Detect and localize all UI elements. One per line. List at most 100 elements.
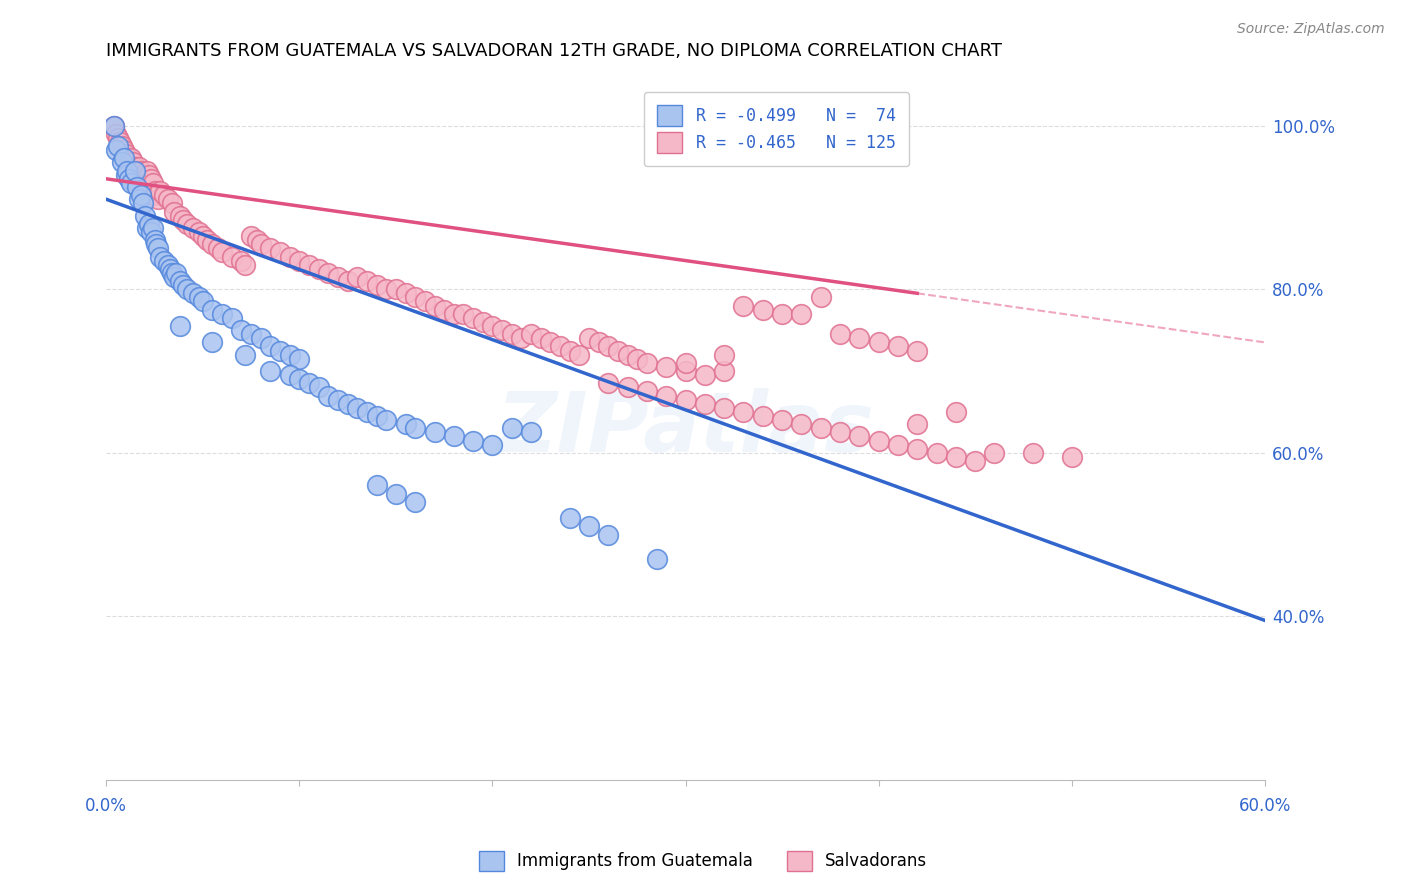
Point [165, 266, 187, 280]
Point [790, 417, 813, 432]
Point [453, 307, 475, 321]
Point [122, 155, 145, 169]
Point [118, 171, 141, 186]
Point [316, 388, 339, 402]
Point [626, 351, 648, 366]
Point [828, 327, 851, 342]
Point [308, 380, 330, 394]
Point [117, 163, 139, 178]
Point [157, 192, 180, 206]
Point [169, 209, 191, 223]
Point [278, 348, 301, 362]
Point [713, 348, 735, 362]
Point [120, 176, 142, 190]
Point [655, 359, 678, 374]
Point [114, 168, 136, 182]
Point [142, 176, 165, 190]
Point [548, 339, 571, 353]
Point [598, 527, 620, 541]
Point [249, 237, 271, 252]
Point [1022, 446, 1045, 460]
Point [366, 409, 388, 423]
Point [905, 343, 928, 358]
Point [645, 552, 668, 566]
Point [160, 266, 183, 280]
Point [481, 437, 503, 451]
Point [128, 160, 150, 174]
Point [278, 368, 301, 383]
Point [111, 155, 134, 169]
Point [221, 250, 243, 264]
Point [145, 188, 167, 202]
Point [246, 233, 269, 247]
Point [481, 318, 503, 333]
Point [128, 192, 150, 206]
Point [433, 302, 456, 317]
Point [404, 421, 426, 435]
Point [326, 269, 349, 284]
Point [138, 217, 160, 231]
Point [356, 405, 378, 419]
Point [103, 119, 125, 133]
Point [135, 220, 157, 235]
Point [616, 348, 638, 362]
Point [752, 302, 775, 317]
Point [598, 376, 620, 391]
Point [326, 392, 349, 407]
Point [655, 388, 678, 402]
Point [114, 147, 136, 161]
Point [308, 261, 330, 276]
Point [112, 152, 135, 166]
Point [104, 127, 127, 141]
Point [191, 294, 214, 309]
Point [423, 299, 446, 313]
Point [160, 196, 183, 211]
Point [143, 233, 166, 247]
Point [127, 163, 149, 178]
Point [346, 401, 368, 415]
Point [471, 315, 494, 329]
Point [118, 155, 141, 169]
Point [149, 250, 172, 264]
Point [510, 331, 533, 345]
Point [404, 495, 426, 509]
Point [491, 323, 513, 337]
Point [107, 131, 129, 145]
Point [868, 335, 890, 350]
Point [138, 168, 160, 182]
Point [176, 217, 198, 231]
Point [207, 241, 229, 255]
Point [366, 478, 388, 492]
Point [142, 220, 165, 235]
Point [404, 290, 426, 304]
Point [104, 143, 127, 157]
Point [288, 351, 311, 366]
Point [413, 294, 436, 309]
Point [636, 384, 658, 399]
Point [231, 253, 253, 268]
Point [240, 229, 263, 244]
Point [616, 380, 638, 394]
Point [887, 437, 910, 451]
Point [288, 372, 311, 386]
Point [172, 212, 194, 227]
Point [145, 237, 167, 252]
Point [770, 413, 793, 427]
Point [132, 168, 155, 182]
Point [233, 348, 256, 362]
Point [157, 258, 180, 272]
Point [181, 286, 204, 301]
Point [558, 343, 581, 358]
Point [945, 405, 967, 419]
Point [111, 139, 134, 153]
Point [269, 343, 291, 358]
Point [191, 229, 214, 244]
Point [259, 364, 281, 378]
Point [107, 139, 129, 153]
Point [129, 188, 152, 202]
Point [945, 450, 967, 464]
Point [259, 241, 281, 255]
Point [558, 511, 581, 525]
Point [394, 417, 416, 432]
Point [356, 274, 378, 288]
